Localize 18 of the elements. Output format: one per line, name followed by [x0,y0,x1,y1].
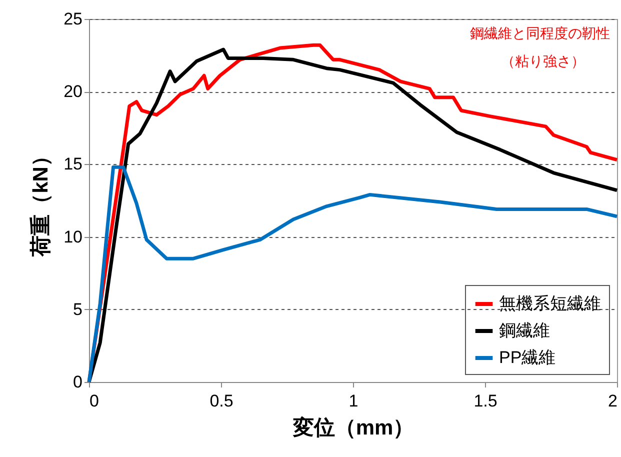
legend-label: PP繊維 [499,348,556,367]
x-tick-label: 1.5 [474,392,498,410]
y-tick-label: 15 [64,154,82,174]
x-axis-title: 変位（mm） [292,416,414,440]
y-tick-label: 5 [73,300,82,319]
annotation: 鋼繊維と同程度の靭性 [470,25,610,41]
y-tick-label: 10 [64,227,82,246]
x-tick-label: 0 [90,392,99,410]
y-axis-title: 荷重（kN） [30,146,53,258]
y-tick-label: 25 [64,10,82,28]
legend-label: 無機系短繊維 [499,294,601,313]
x-tick-label: 1 [348,392,358,410]
x-tick-label: 0.5 [210,392,234,410]
x-tick-label: 2 [608,392,618,410]
y-tick-label: 0 [73,372,82,392]
legend-label: 鋼繊維 [499,321,550,340]
y-tick-label: 20 [64,82,82,102]
annotation: （粘り強さ） [501,53,585,69]
